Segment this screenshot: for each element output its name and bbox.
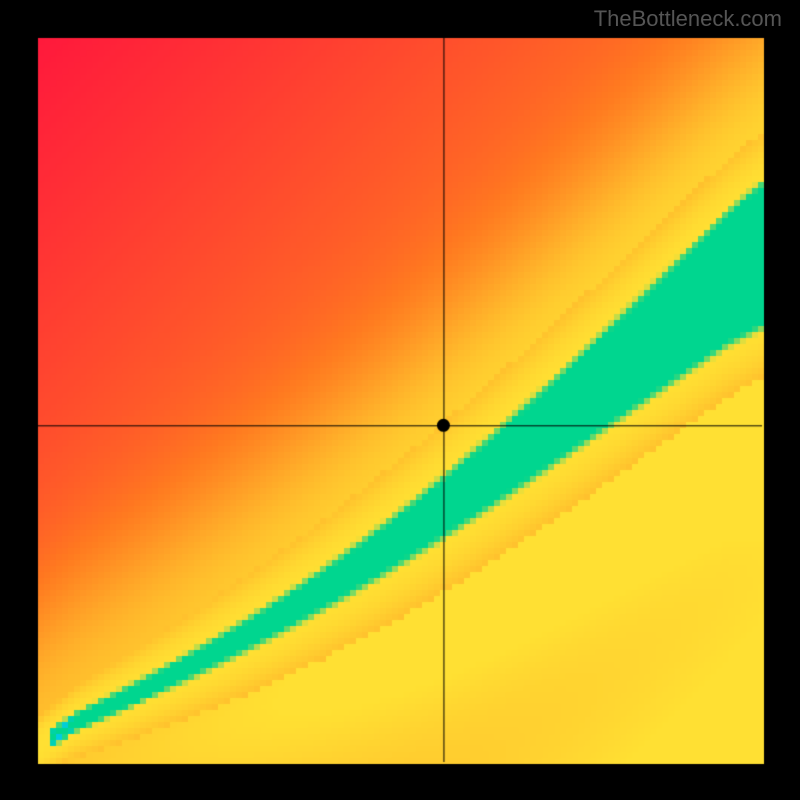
watermark-text: TheBottleneck.com (594, 6, 782, 32)
bottleneck-heatmap (0, 0, 800, 800)
